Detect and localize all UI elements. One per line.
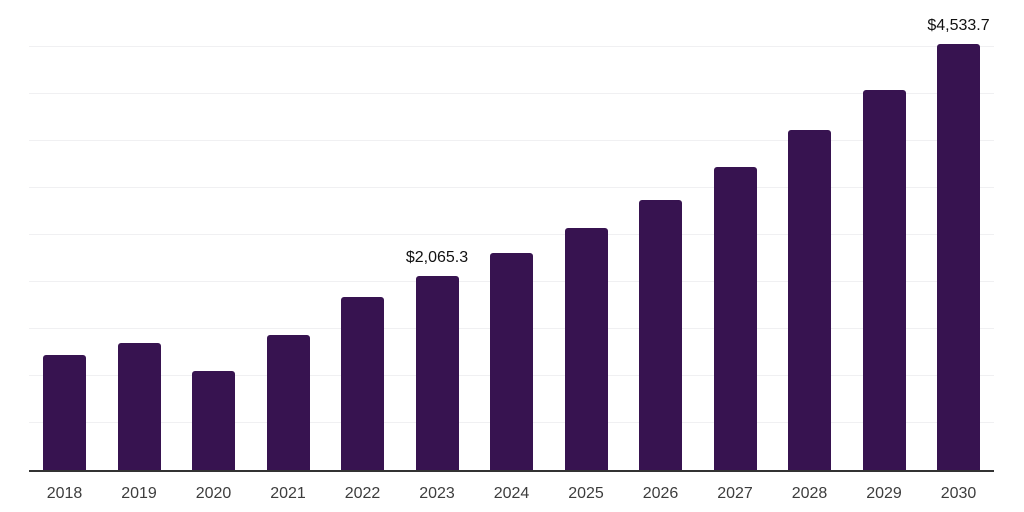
x-tick-label-2022: 2022 (344, 485, 381, 502)
gridline-4500 (29, 46, 994, 47)
bar-2026[interactable] (639, 199, 682, 470)
gridline-3500 (29, 140, 994, 141)
bar-2018[interactable] (43, 355, 86, 470)
x-tick-label-2024: 2024 (493, 485, 530, 502)
x-tick-label-2023: 2023 (419, 485, 455, 502)
bar-2027[interactable] (713, 167, 757, 470)
data-label-2023: $2,065.3 (405, 248, 469, 266)
x-tick-label-2029: 2029 (866, 485, 902, 502)
bar-2022[interactable] (341, 296, 384, 470)
bar-2021[interactable] (266, 335, 310, 470)
x-axis-line (29, 470, 994, 472)
x-tick-label-2021: 2021 (270, 485, 306, 502)
bar-2028[interactable] (788, 130, 831, 470)
x-tick-label-2027: 2027 (717, 485, 753, 502)
bar-2019[interactable] (117, 343, 161, 470)
gridline-4000 (29, 93, 994, 94)
data-label-2030: $4,533.7 (927, 16, 990, 34)
bar-2024[interactable] (490, 253, 533, 470)
x-tick-label-2025: 2025 (568, 485, 604, 502)
x-tick-label-2028: 2028 (791, 485, 828, 502)
x-tick-label-2020: 2020 (195, 485, 232, 502)
x-tick-label-2018: 2018 (46, 485, 83, 502)
gridline-2500 (29, 234, 994, 235)
x-tick-label-2030: 2030 (940, 485, 977, 502)
bar-2029[interactable] (862, 89, 906, 470)
bar-2025[interactable] (564, 228, 608, 470)
bar-2020[interactable] (192, 371, 235, 470)
x-tick-label-2026: 2026 (642, 485, 679, 502)
x-tick-label-2019: 2019 (121, 485, 157, 502)
bar-2030[interactable] (937, 43, 980, 470)
bar-2023[interactable] (415, 275, 459, 470)
gridline-3000 (29, 187, 994, 188)
plot-area: $2,065.3 $4,533.7 (29, 0, 994, 470)
